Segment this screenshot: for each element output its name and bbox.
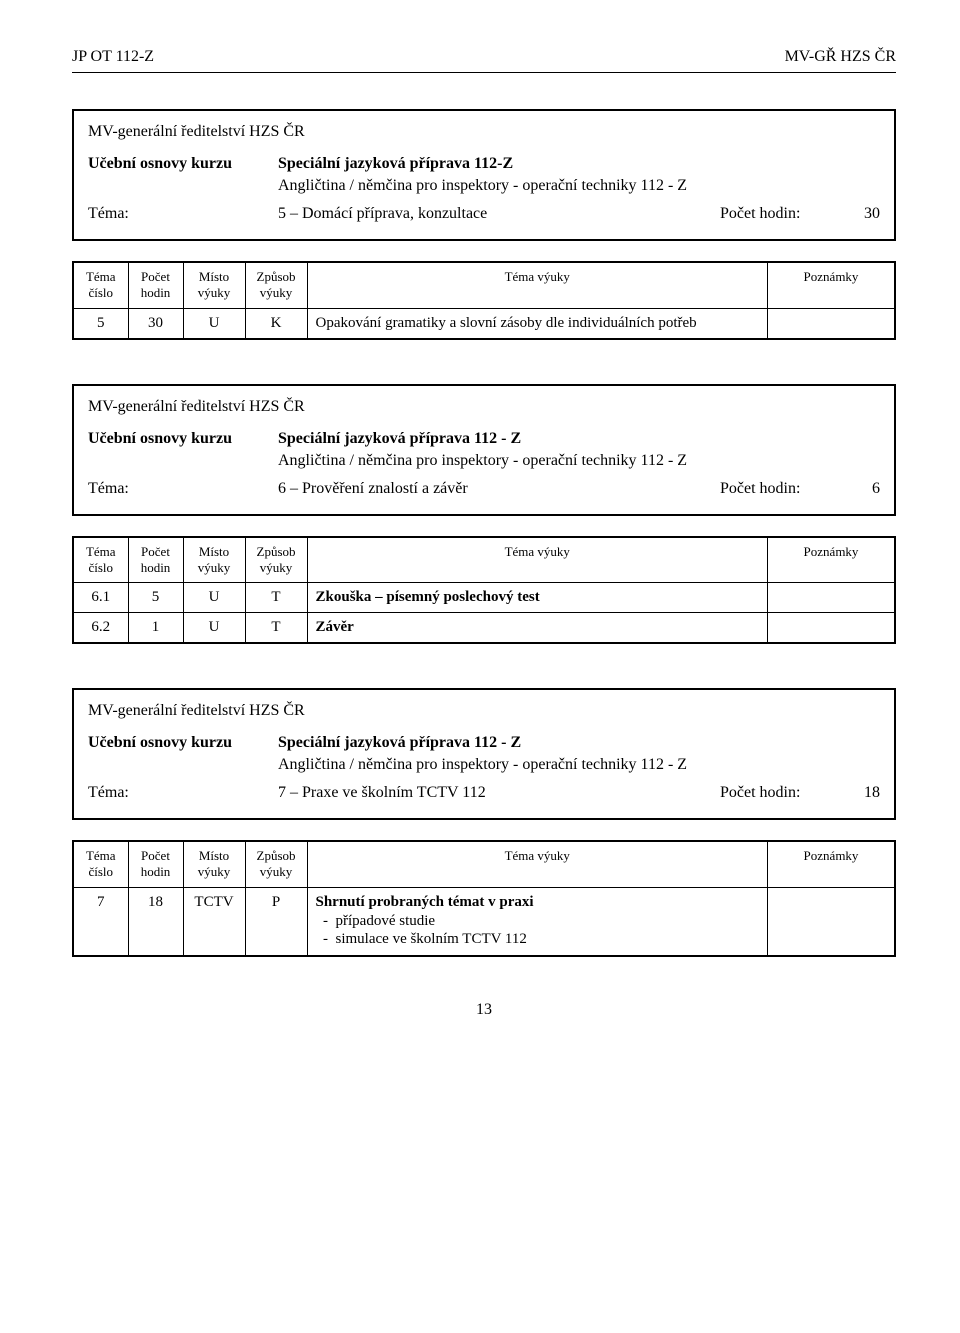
sublist-item: simulace ve školním TCTV 112: [336, 931, 760, 948]
table-row: 7 18 TCTV P Shrnutí probraných témat v p…: [73, 887, 895, 956]
cell-zpusob: P: [245, 887, 307, 956]
col-misto: Místovýuky: [183, 841, 245, 887]
col-tema-cislo: Témačíslo: [73, 537, 128, 583]
org-title: MV-generální ředitelství HZS ČR: [88, 398, 880, 416]
tema-label: Téma:: [88, 480, 278, 498]
osnova-subline: Angličtina / němčina pro inspektory - op…: [278, 452, 880, 470]
cell-tema-cislo: 6.1: [73, 583, 128, 613]
cell-tema-cislo: 5: [73, 308, 128, 339]
osnova-value: Speciální jazyková příprava 112 - Z: [278, 430, 880, 448]
col-zpusob: Způsobvýuky: [245, 262, 307, 308]
cell-notes: [768, 613, 896, 644]
section-block: MV-generální ředitelství HZS ČR Učební o…: [72, 384, 896, 516]
cell-misto: TCTV: [183, 887, 245, 956]
col-tema-vyuky: Téma výuky: [307, 262, 768, 308]
page-header: JP OT 112-Z MV-GŘ HZS ČR: [72, 48, 896, 66]
tema-value: 5 – Domácí příprava, konzultace: [278, 205, 720, 223]
cell-misto: U: [183, 613, 245, 644]
cell-topic: Opakování gramatiky a slovní zásoby dle …: [307, 308, 768, 339]
cell-zpusob: K: [245, 308, 307, 339]
tema-value: 6 – Prověření znalostí a závěr: [278, 480, 720, 498]
pocet-label: Počet hodin:: [720, 784, 830, 802]
topic-sublist: případové studiesimulace ve školním TCTV…: [316, 913, 760, 948]
cell-zpusob: T: [245, 613, 307, 644]
col-poznamky: Poznámky: [768, 841, 896, 887]
osnova-value: Speciální jazyková příprava 112 - Z: [278, 734, 880, 752]
table-header-row: Témačíslo Počethodin Místovýuky Způsobvý…: [73, 262, 895, 308]
pocet-label: Počet hodin:: [720, 480, 830, 498]
table-row: 5 30 U K Opakování gramatiky a slovní zá…: [73, 308, 895, 339]
osnova-label: Učební osnovy kurzu: [88, 734, 278, 752]
data-table: Témačíslo Počethodin Místovýuky Způsobvý…: [72, 840, 896, 957]
cell-topic: Závěr: [307, 613, 768, 644]
header-rule: [72, 72, 896, 73]
osnova-subline: Angličtina / němčina pro inspektory - op…: [278, 756, 880, 774]
osnova-label: Učební osnovy kurzu: [88, 430, 278, 448]
col-tema-cislo: Témačíslo: [73, 841, 128, 887]
col-pocet-hodin: Počethodin: [128, 262, 183, 308]
col-poznamky: Poznámky: [768, 537, 896, 583]
col-misto: Místovýuky: [183, 537, 245, 583]
data-table: Témačíslo Počethodin Místovýuky Způsobvý…: [72, 536, 896, 645]
col-poznamky: Poznámky: [768, 262, 896, 308]
table-row: 6.2 1 U T Závěr: [73, 613, 895, 644]
pocet-label: Počet hodin:: [720, 205, 830, 223]
osnova-subline: Angličtina / němčina pro inspektory - op…: [278, 177, 880, 195]
pocet-value: 6: [830, 480, 880, 498]
cell-pocet-hodin: 5: [128, 583, 183, 613]
tema-label: Téma:: [88, 205, 278, 223]
page-number: 13: [72, 1001, 896, 1019]
col-tema-vyuky: Téma výuky: [307, 537, 768, 583]
cell-tema-cislo: 7: [73, 887, 128, 956]
cell-topic: Shrnutí probraných témat v praxipřípadov…: [307, 887, 768, 956]
cell-tema-cislo: 6.2: [73, 613, 128, 644]
section-block: MV-generální ředitelství HZS ČR Učební o…: [72, 688, 896, 820]
osnova-label: Učební osnovy kurzu: [88, 155, 278, 173]
col-zpusob: Způsobvýuky: [245, 537, 307, 583]
cell-pocet-hodin: 30: [128, 308, 183, 339]
data-table: Témačíslo Počethodin Místovýuky Způsobvý…: [72, 261, 896, 340]
section-block: MV-generální ředitelství HZS ČR Učební o…: [72, 109, 896, 241]
pocet-value: 18: [830, 784, 880, 802]
col-tema-vyuky: Téma výuky: [307, 841, 768, 887]
cell-topic: Zkouška – písemný poslechový test: [307, 583, 768, 613]
org-title: MV-generální ředitelství HZS ČR: [88, 123, 880, 141]
col-pocet-hodin: Počethodin: [128, 537, 183, 583]
table-header-row: Témačíslo Počethodin Místovýuky Způsobvý…: [73, 841, 895, 887]
cell-notes: [768, 308, 896, 339]
org-title: MV-generální ředitelství HZS ČR: [88, 702, 880, 720]
table-header-row: Témačíslo Počethodin Místovýuky Způsobvý…: [73, 537, 895, 583]
col-pocet-hodin: Počethodin: [128, 841, 183, 887]
pocet-value: 30: [830, 205, 880, 223]
table-row: 6.1 5 U T Zkouška – písemný poslechový t…: [73, 583, 895, 613]
cell-notes: [768, 887, 896, 956]
osnova-value: Speciální jazyková příprava 112-Z: [278, 155, 880, 173]
tema-value: 7 – Praxe ve školním TCTV 112: [278, 784, 720, 802]
tema-label: Téma:: [88, 784, 278, 802]
sublist-item: případové studie: [336, 913, 760, 930]
cell-pocet-hodin: 18: [128, 887, 183, 956]
col-misto: Místovýuky: [183, 262, 245, 308]
header-left: JP OT 112-Z: [72, 48, 154, 66]
cell-notes: [768, 583, 896, 613]
col-zpusob: Způsobvýuky: [245, 841, 307, 887]
cell-misto: U: [183, 583, 245, 613]
cell-pocet-hodin: 1: [128, 613, 183, 644]
cell-zpusob: T: [245, 583, 307, 613]
col-tema-cislo: Témačíslo: [73, 262, 128, 308]
header-right: MV-GŘ HZS ČR: [785, 48, 896, 66]
cell-misto: U: [183, 308, 245, 339]
